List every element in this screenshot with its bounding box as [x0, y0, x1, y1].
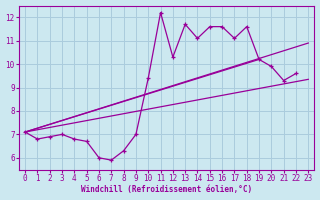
- X-axis label: Windchill (Refroidissement éolien,°C): Windchill (Refroidissement éolien,°C): [81, 185, 252, 194]
